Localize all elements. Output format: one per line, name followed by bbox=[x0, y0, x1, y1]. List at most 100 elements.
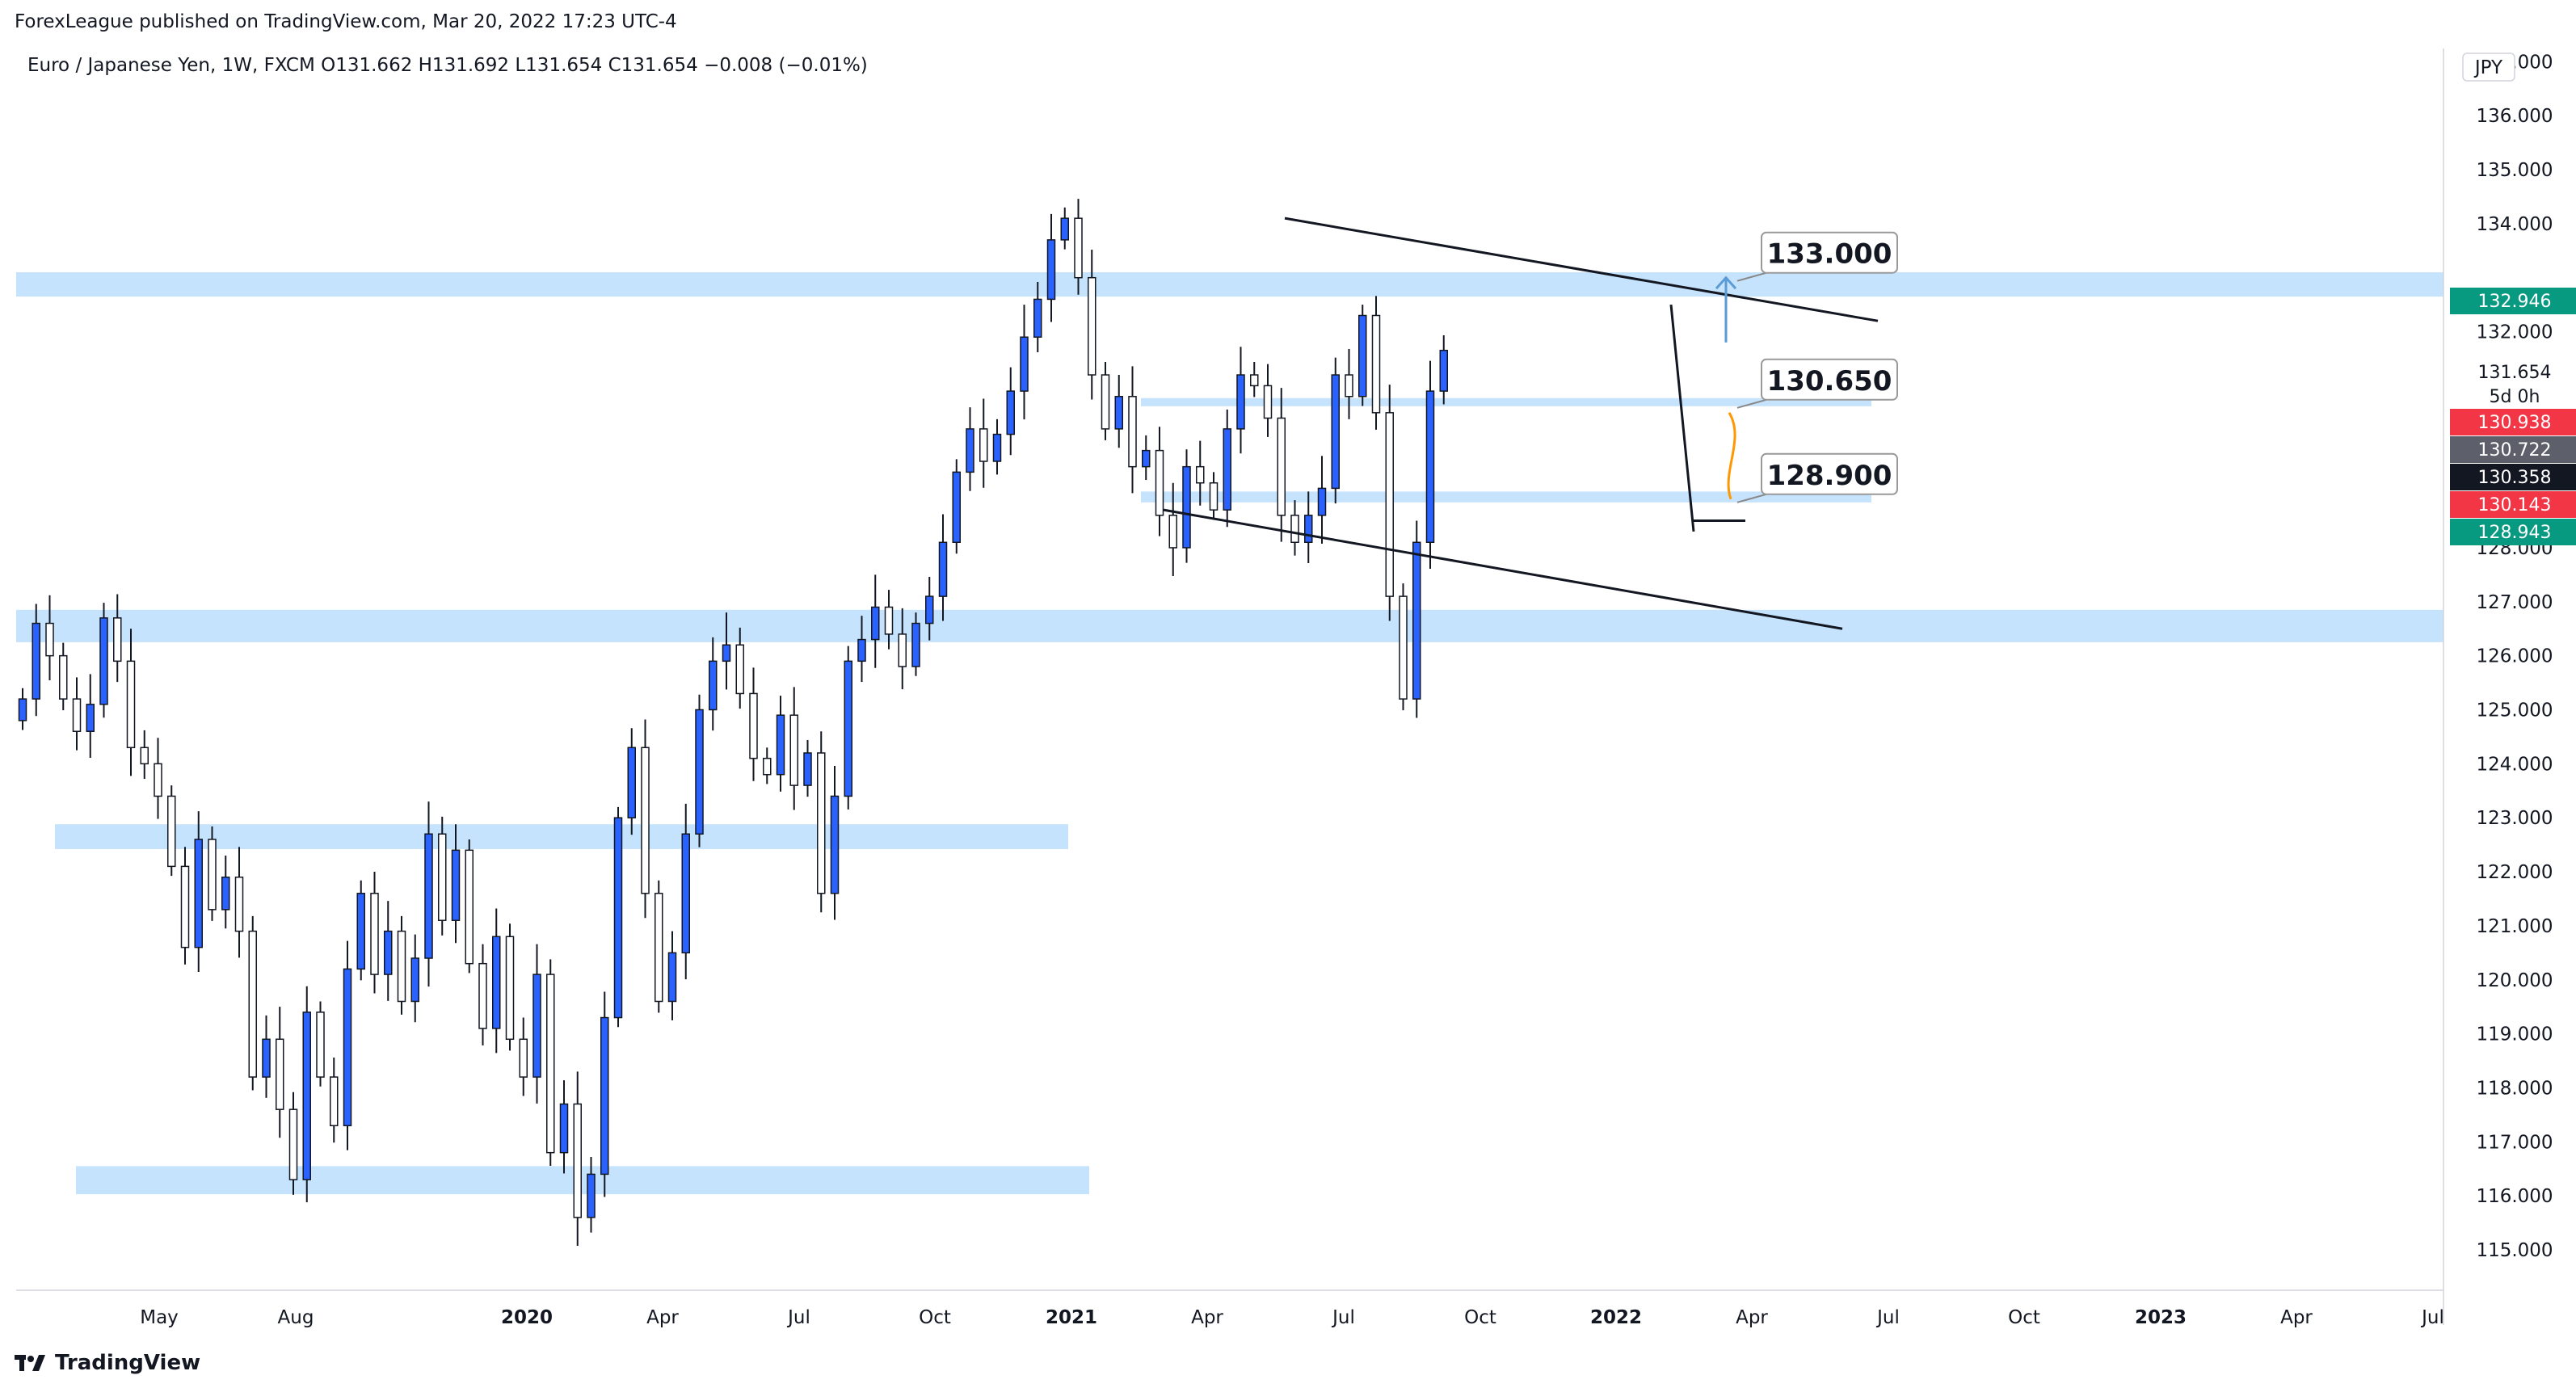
candle-body-80[interactable] bbox=[1101, 374, 1110, 430]
price-tag-2[interactable]: 5d 0h bbox=[2490, 387, 2540, 407]
candle-body-29[interactable] bbox=[410, 957, 419, 1003]
zone-2[interactable] bbox=[1141, 491, 1871, 503]
candle-body-63[interactable] bbox=[871, 606, 880, 641]
candle-body-45[interactable] bbox=[627, 747, 636, 818]
candle-body-0[interactable] bbox=[18, 698, 27, 721]
candle-body-82[interactable] bbox=[1128, 396, 1137, 468]
candle-body-27[interactable] bbox=[384, 930, 393, 975]
candle-body-16[interactable] bbox=[234, 876, 244, 932]
candle-body-104[interactable] bbox=[1425, 390, 1435, 544]
candle-body-25[interactable] bbox=[356, 893, 365, 970]
candle-body-13[interactable] bbox=[194, 839, 203, 948]
candle-body-73[interactable] bbox=[1006, 390, 1015, 435]
candle-body-6[interactable] bbox=[99, 617, 108, 705]
candle-body-100[interactable] bbox=[1371, 314, 1381, 414]
candle-body-28[interactable] bbox=[397, 930, 406, 1003]
candle-body-30[interactable] bbox=[424, 833, 433, 959]
candle-body-88[interactable] bbox=[1209, 482, 1219, 511]
candle-body-19[interactable] bbox=[276, 1038, 284, 1110]
candle-body-74[interactable] bbox=[1020, 336, 1029, 392]
candle-body-83[interactable] bbox=[1142, 449, 1151, 468]
channel-upper-line[interactable] bbox=[1284, 217, 1879, 322]
candle-body-18[interactable] bbox=[262, 1038, 271, 1078]
candle-body-60[interactable] bbox=[830, 795, 840, 894]
candle-body-20[interactable] bbox=[288, 1108, 298, 1180]
candle-body-38[interactable] bbox=[532, 974, 541, 1078]
candle-body-66[interactable] bbox=[911, 622, 920, 667]
candle-body-102[interactable] bbox=[1399, 595, 1408, 700]
candle-body-7[interactable] bbox=[113, 617, 122, 662]
candle-body-49[interactable] bbox=[681, 833, 690, 954]
price-tag-6[interactable]: 130.143 bbox=[2478, 495, 2552, 515]
candle-body-91[interactable] bbox=[1250, 374, 1259, 387]
candle-body-2[interactable] bbox=[45, 622, 54, 657]
candle-body-97[interactable] bbox=[1331, 374, 1340, 490]
candle-body-98[interactable] bbox=[1345, 374, 1353, 397]
zone-3[interactable] bbox=[16, 609, 2443, 642]
candle-body-5[interactable] bbox=[86, 704, 95, 732]
candle-body-90[interactable] bbox=[1236, 374, 1245, 430]
callout-box-2[interactable] bbox=[1761, 452, 1898, 495]
candle-body-93[interactable] bbox=[1277, 417, 1286, 516]
candle-body-55[interactable] bbox=[763, 757, 772, 776]
symbol-legend[interactable]: Euro / Japanese Yen, 1W, FXCM O131.662 H… bbox=[27, 55, 868, 76]
candle-body-84[interactable] bbox=[1155, 449, 1164, 516]
candle-body-95[interactable] bbox=[1304, 515, 1313, 544]
candle-body-75[interactable] bbox=[1033, 298, 1042, 338]
candle-body-77[interactable] bbox=[1060, 217, 1069, 241]
price-tag-7[interactable]: 128.943 bbox=[2478, 523, 2552, 543]
candle-body-15[interactable] bbox=[221, 876, 230, 911]
candle-body-34[interactable] bbox=[478, 962, 487, 1029]
candle-body-35[interactable] bbox=[492, 936, 501, 1029]
candle-body-65[interactable] bbox=[898, 633, 907, 667]
candle-body-99[interactable] bbox=[1358, 314, 1367, 397]
candle-body-36[interactable] bbox=[505, 936, 515, 1041]
candle-body-59[interactable] bbox=[817, 752, 826, 894]
price-tag-1[interactable]: 131.654 bbox=[2478, 363, 2552, 383]
candle-body-32[interactable] bbox=[451, 849, 461, 921]
candle-body-87[interactable] bbox=[1196, 465, 1205, 484]
tradingview-brand[interactable]: TradingView bbox=[15, 1347, 200, 1379]
candle-body-21[interactable] bbox=[302, 1012, 311, 1180]
candle-body-68[interactable] bbox=[938, 541, 948, 597]
candle-body-89[interactable] bbox=[1223, 428, 1231, 511]
candle-body-31[interactable] bbox=[438, 833, 447, 921]
candle-body-46[interactable] bbox=[641, 747, 650, 894]
candle-body-41[interactable] bbox=[573, 1103, 582, 1218]
callout-box-0[interactable] bbox=[1761, 231, 1898, 274]
candle-body-26[interactable] bbox=[370, 893, 379, 975]
price-tag-3[interactable]: 130.938 bbox=[2478, 413, 2552, 433]
candle-body-50[interactable] bbox=[695, 709, 704, 835]
zone-5[interactable] bbox=[76, 1166, 1089, 1195]
candle-body-53[interactable] bbox=[735, 644, 744, 695]
candle-body-33[interactable] bbox=[465, 849, 474, 965]
candle-body-64[interactable] bbox=[884, 606, 894, 635]
candle-body-4[interactable] bbox=[72, 698, 82, 732]
price-tag-4[interactable]: 130.722 bbox=[2478, 440, 2552, 461]
candle-body-69[interactable] bbox=[952, 471, 961, 544]
candle-body-81[interactable] bbox=[1114, 396, 1123, 430]
candle-body-3[interactable] bbox=[59, 654, 68, 700]
candle-body-51[interactable] bbox=[709, 660, 718, 711]
candle-body-1[interactable] bbox=[32, 622, 40, 700]
candle-body-47[interactable] bbox=[655, 893, 663, 1003]
candle-body-37[interactable] bbox=[519, 1038, 528, 1078]
candle-body-9[interactable] bbox=[140, 747, 149, 765]
candle-body-11[interactable] bbox=[167, 795, 176, 868]
candle-body-79[interactable] bbox=[1088, 276, 1096, 376]
candle-body-39[interactable] bbox=[546, 974, 555, 1154]
candle-body-85[interactable] bbox=[1168, 515, 1177, 549]
candle-body-22[interactable] bbox=[316, 1012, 325, 1078]
candle-body-43[interactable] bbox=[600, 1016, 609, 1176]
candle-body-14[interactable] bbox=[208, 839, 217, 911]
candle-body-54[interactable] bbox=[749, 692, 758, 759]
candle-body-17[interactable] bbox=[248, 930, 257, 1078]
zone-4[interactable] bbox=[55, 824, 1068, 849]
candle-body-44[interactable] bbox=[613, 817, 623, 1019]
candle-body-23[interactable] bbox=[330, 1076, 339, 1126]
candle-body-40[interactable] bbox=[559, 1103, 569, 1154]
candle-body-67[interactable] bbox=[925, 595, 934, 625]
zone-1[interactable] bbox=[1141, 397, 1871, 406]
candle-body-42[interactable] bbox=[587, 1173, 596, 1218]
